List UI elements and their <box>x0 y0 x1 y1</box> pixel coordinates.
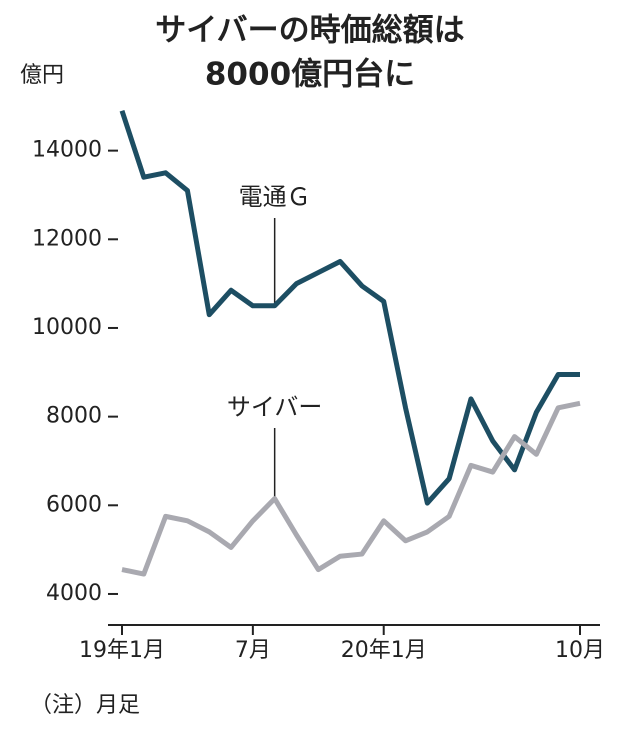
y-tick-label: 14000 <box>32 138 102 163</box>
x-tick-label: 20年1月 <box>341 638 427 663</box>
series-label: サイバー <box>227 393 323 421</box>
x-tick-label: 7月 <box>235 638 271 663</box>
y-tick-label: 10000 <box>32 315 102 340</box>
series-line <box>121 400 581 577</box>
chart-title: サイバーの時価総額は <box>155 13 464 49</box>
x-tick-label: 19年1月 <box>79 638 165 663</box>
y-unit: 億円 <box>20 63 64 88</box>
note: （注）月足 <box>30 693 140 718</box>
chart-title: 8000億円台に <box>205 57 415 93</box>
series-label: 電通Ｇ <box>239 183 311 211</box>
y-tick-label: 6000 <box>46 492 102 517</box>
y-tick-label: 8000 <box>46 404 102 429</box>
x-tick-label: 10月 <box>555 638 605 663</box>
y-tick-label: 12000 <box>32 226 102 251</box>
y-tick-label: 4000 <box>46 581 102 606</box>
